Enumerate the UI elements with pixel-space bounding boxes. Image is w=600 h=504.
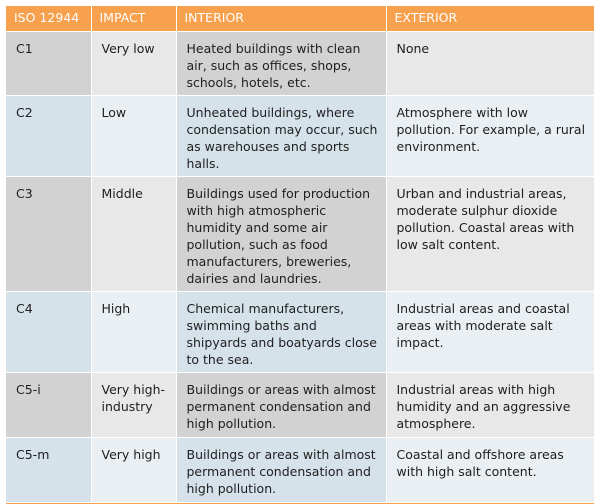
cell-interior: Buildings or areas with almost permanent… — [176, 437, 387, 503]
cell-impact: Very high-industry — [91, 372, 177, 438]
cell-iso: C1 — [6, 31, 92, 96]
header-interior: INTERIOR — [176, 6, 387, 32]
cell-impact: Very low — [91, 31, 177, 96]
header-exterior: EXTERIOR — [386, 6, 594, 32]
cell-impact: Middle — [91, 176, 177, 292]
cell-interior: Chemical manufacturers, swimming baths a… — [176, 291, 387, 373]
cell-exterior: None — [386, 31, 594, 96]
cell-exterior: Urban and industrial areas, moderate sul… — [386, 176, 594, 292]
corrosivity-table-container: ISO 12944 IMPACT INTERIOR EXTERIOR C1 Ve… — [6, 6, 594, 504]
cell-impact: Low — [91, 95, 177, 177]
cell-interior: Buildings or areas with almost permanent… — [176, 372, 387, 438]
table-row: C1 Very low Heated buildings with clean … — [6, 31, 594, 96]
cell-exterior: Industrial areas with high humidity and … — [386, 372, 594, 438]
cell-interior: Unheated buildings, where condensation m… — [176, 95, 387, 177]
table-row: C2 Low Unheated buildings, where condens… — [6, 95, 594, 177]
cell-iso: C3 — [6, 176, 92, 292]
cell-impact: High — [91, 291, 177, 373]
cell-iso: C2 — [6, 95, 92, 177]
cell-interior: Buildings used for production with high … — [176, 176, 387, 292]
header-impact: IMPACT — [91, 6, 177, 32]
cell-exterior: Atmosphere with low pollution. For examp… — [386, 95, 594, 177]
cell-exterior: Coastal and offshore areas with high sal… — [386, 437, 594, 503]
cell-interior: Heated buildings with clean air, such as… — [176, 31, 387, 96]
table-row: C4 High Chemical manufacturers, swimming… — [6, 291, 594, 373]
cell-iso: C5-i — [6, 372, 92, 438]
table-header-row: ISO 12944 IMPACT INTERIOR EXTERIOR — [6, 6, 594, 32]
cell-iso: C5-m — [6, 437, 92, 503]
cell-iso: C4 — [6, 291, 92, 373]
header-iso: ISO 12944 — [6, 6, 92, 32]
cell-exterior: Industrial areas and coastal areas with … — [386, 291, 594, 373]
table-row: C5-m Very high Buildings or areas with a… — [6, 437, 594, 503]
table-row: C3 Middle Buildings used for production … — [6, 176, 594, 292]
cell-impact: Very high — [91, 437, 177, 503]
corrosivity-table: ISO 12944 IMPACT INTERIOR EXTERIOR C1 Ve… — [6, 6, 594, 503]
table-row: C5-i Very high-industry Buildings or are… — [6, 372, 594, 438]
